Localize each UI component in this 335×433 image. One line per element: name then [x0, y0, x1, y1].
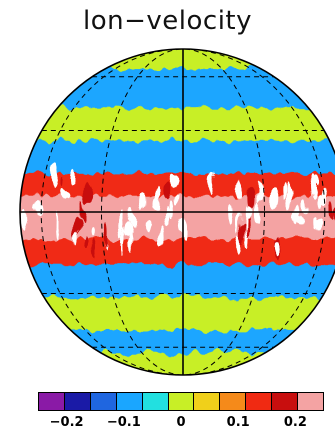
band-speckle — [272, 187, 279, 207]
band-speckle — [316, 218, 323, 230]
colorbar — [38, 392, 324, 411]
band-speckle — [173, 195, 179, 205]
band-speckle — [279, 183, 285, 200]
band-speckle — [208, 171, 215, 194]
colorbar-swatch — [168, 393, 195, 410]
band-speckle — [273, 241, 281, 257]
band-speckle — [154, 184, 159, 207]
band-speckle — [130, 231, 134, 251]
band-speckle — [159, 225, 166, 246]
colorbar-swatch — [64, 393, 91, 410]
colorbar-swatch — [194, 393, 221, 410]
colorbar-swatch — [246, 393, 273, 410]
band-speckle — [140, 194, 145, 209]
band-speckle — [254, 203, 260, 225]
band-speckle — [68, 169, 77, 187]
band-speckle — [91, 227, 96, 237]
band-speckle — [164, 185, 172, 200]
colorbar-swatch — [272, 393, 299, 410]
globe-map — [19, 48, 335, 376]
band-speckle — [332, 206, 335, 224]
colorbar-swatch — [90, 393, 117, 410]
colorbar-tick-label: 0.1 — [226, 415, 250, 430]
band-speckle — [313, 176, 321, 185]
band-speckle — [247, 215, 252, 239]
band-speckle — [234, 181, 243, 197]
band-speckle — [236, 212, 241, 235]
band-speckle — [170, 175, 177, 190]
band-south-polar — [20, 352, 335, 375]
colorbar-swatch — [220, 393, 247, 410]
band-speckle — [116, 210, 123, 237]
band-speckle — [247, 187, 255, 210]
band-speckle — [130, 209, 136, 226]
band-speckle — [60, 176, 65, 187]
band-speckle — [284, 183, 292, 209]
plot-title: lon−velocity — [82, 6, 252, 36]
band-speckle — [61, 190, 68, 199]
globe-outline — [19, 48, 335, 376]
colorbar-swatch — [142, 393, 169, 410]
band-speckle — [329, 202, 334, 220]
meridian-line — [101, 49, 265, 375]
band-speckle — [177, 216, 186, 233]
colorbar-swatch — [116, 393, 143, 410]
band-speckle — [84, 179, 92, 204]
band-speckle — [301, 200, 309, 214]
colorbar-swatch — [39, 393, 65, 410]
band-speckle — [237, 237, 243, 258]
band-speckle — [163, 206, 170, 227]
band-speckle — [84, 235, 88, 248]
band-speckle — [57, 212, 61, 238]
band-speckle — [298, 214, 303, 224]
band-speckle — [241, 224, 246, 247]
band-speckle — [49, 163, 58, 186]
band-speckle — [256, 181, 261, 205]
colorbar-swatch — [298, 393, 323, 410]
colorbar-tick-label: −0.1 — [106, 415, 141, 430]
colorbar-tick-label: 0 — [176, 415, 186, 430]
band-speckle — [74, 229, 79, 244]
band-speckle — [320, 188, 328, 208]
band-speckle — [147, 220, 154, 233]
band-speckle — [105, 222, 111, 247]
band-speckle — [21, 210, 28, 231]
graticule — [20, 49, 335, 375]
band-speckle — [72, 214, 81, 236]
meridian-line — [40, 49, 326, 375]
band-speckle — [120, 232, 124, 257]
band-speckle — [91, 239, 96, 258]
colorbar-tick-label: 0.2 — [283, 415, 307, 430]
colorbar-tick-label: −0.2 — [49, 415, 84, 430]
band-speckle — [227, 204, 235, 225]
band-speckle — [34, 199, 42, 216]
band-speckle — [293, 204, 300, 226]
band-speckle — [313, 217, 318, 226]
